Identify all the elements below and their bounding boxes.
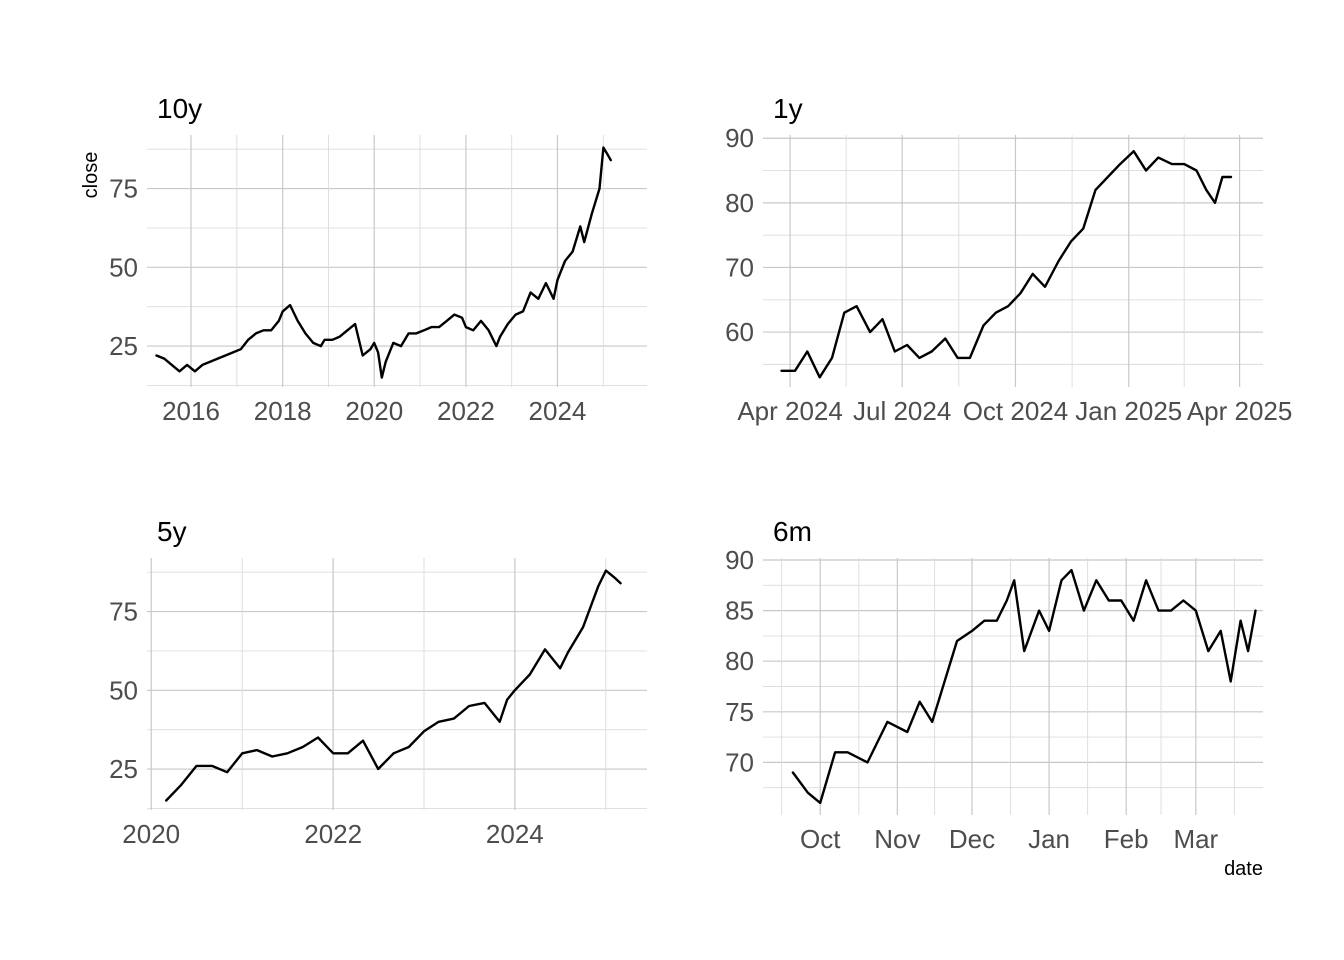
y-axis-label: close [80,152,102,199]
y-tick-label: 75 [109,174,138,204]
y-tick-label: 25 [109,331,138,361]
x-tick-label: 2022 [304,819,362,849]
panel-title: 10y [157,93,202,124]
y-tick-label: 70 [725,252,754,282]
series-line-1y [780,149,1233,379]
x-axis-label: date [1224,858,1263,880]
x-tick-label: Oct 2024 [963,396,1069,426]
series-line-10y [155,146,612,379]
x-tick-label: 2018 [254,396,312,426]
panel-10y: 25 50 75 2016 2018 2020 2022 2024 10y close [80,93,647,426]
x-tick-label: Apr 2024 [737,396,843,426]
y-tick-label: 50 [109,675,138,705]
x-tick-label: Jan 2025 [1075,396,1182,426]
x-tick-label: Mar [1173,824,1218,854]
y-tick-label: 50 [109,252,138,282]
x-tick-label: Feb [1104,824,1149,854]
x-tick-label: Jul 2024 [853,396,951,426]
y-tick-label: 90 [725,123,754,153]
y-tick-label: 25 [109,754,138,784]
x-tick-label: 2024 [529,396,587,426]
x-tick-label: Jan [1028,824,1070,854]
x-tick-label: Apr 2025 [1187,396,1293,426]
panel-5y: 25 50 75 2020 2022 2024 5y [109,516,647,849]
x-tick-label: 2016 [162,396,220,426]
y-tick-label: 90 [725,545,754,575]
x-tick-label: Oct [800,824,841,854]
series-line-6m [791,568,1257,805]
x-tick-label: 2024 [486,819,544,849]
panel-1y: 60 70 80 90 Apr 2024 Jul 2024 Oct 2024 Jan 2025… [725,93,1292,426]
y-tick-label: 60 [725,317,754,347]
panel-title: 5y [157,516,187,547]
x-tick-label: 2020 [345,396,403,426]
panel-title: 1y [773,93,803,124]
x-tick-label: 2022 [437,396,495,426]
panel-title: 6m [773,516,812,547]
x-tick-label: Dec [949,824,995,854]
y-tick-label: 85 [725,596,754,626]
y-tick-label: 75 [109,597,138,627]
x-tick-label: Nov [874,824,920,854]
panel-6m: 70 75 80 85 90 Oct Nov Dec Jan Feb Mar 6m date [725,516,1263,880]
y-tick-label: 70 [725,747,754,777]
y-tick-label: 75 [725,697,754,727]
series-line-5y [164,569,622,802]
x-tick-label: 2020 [122,819,180,849]
y-tick-label: 80 [725,188,754,218]
y-tick-label: 80 [725,646,754,676]
